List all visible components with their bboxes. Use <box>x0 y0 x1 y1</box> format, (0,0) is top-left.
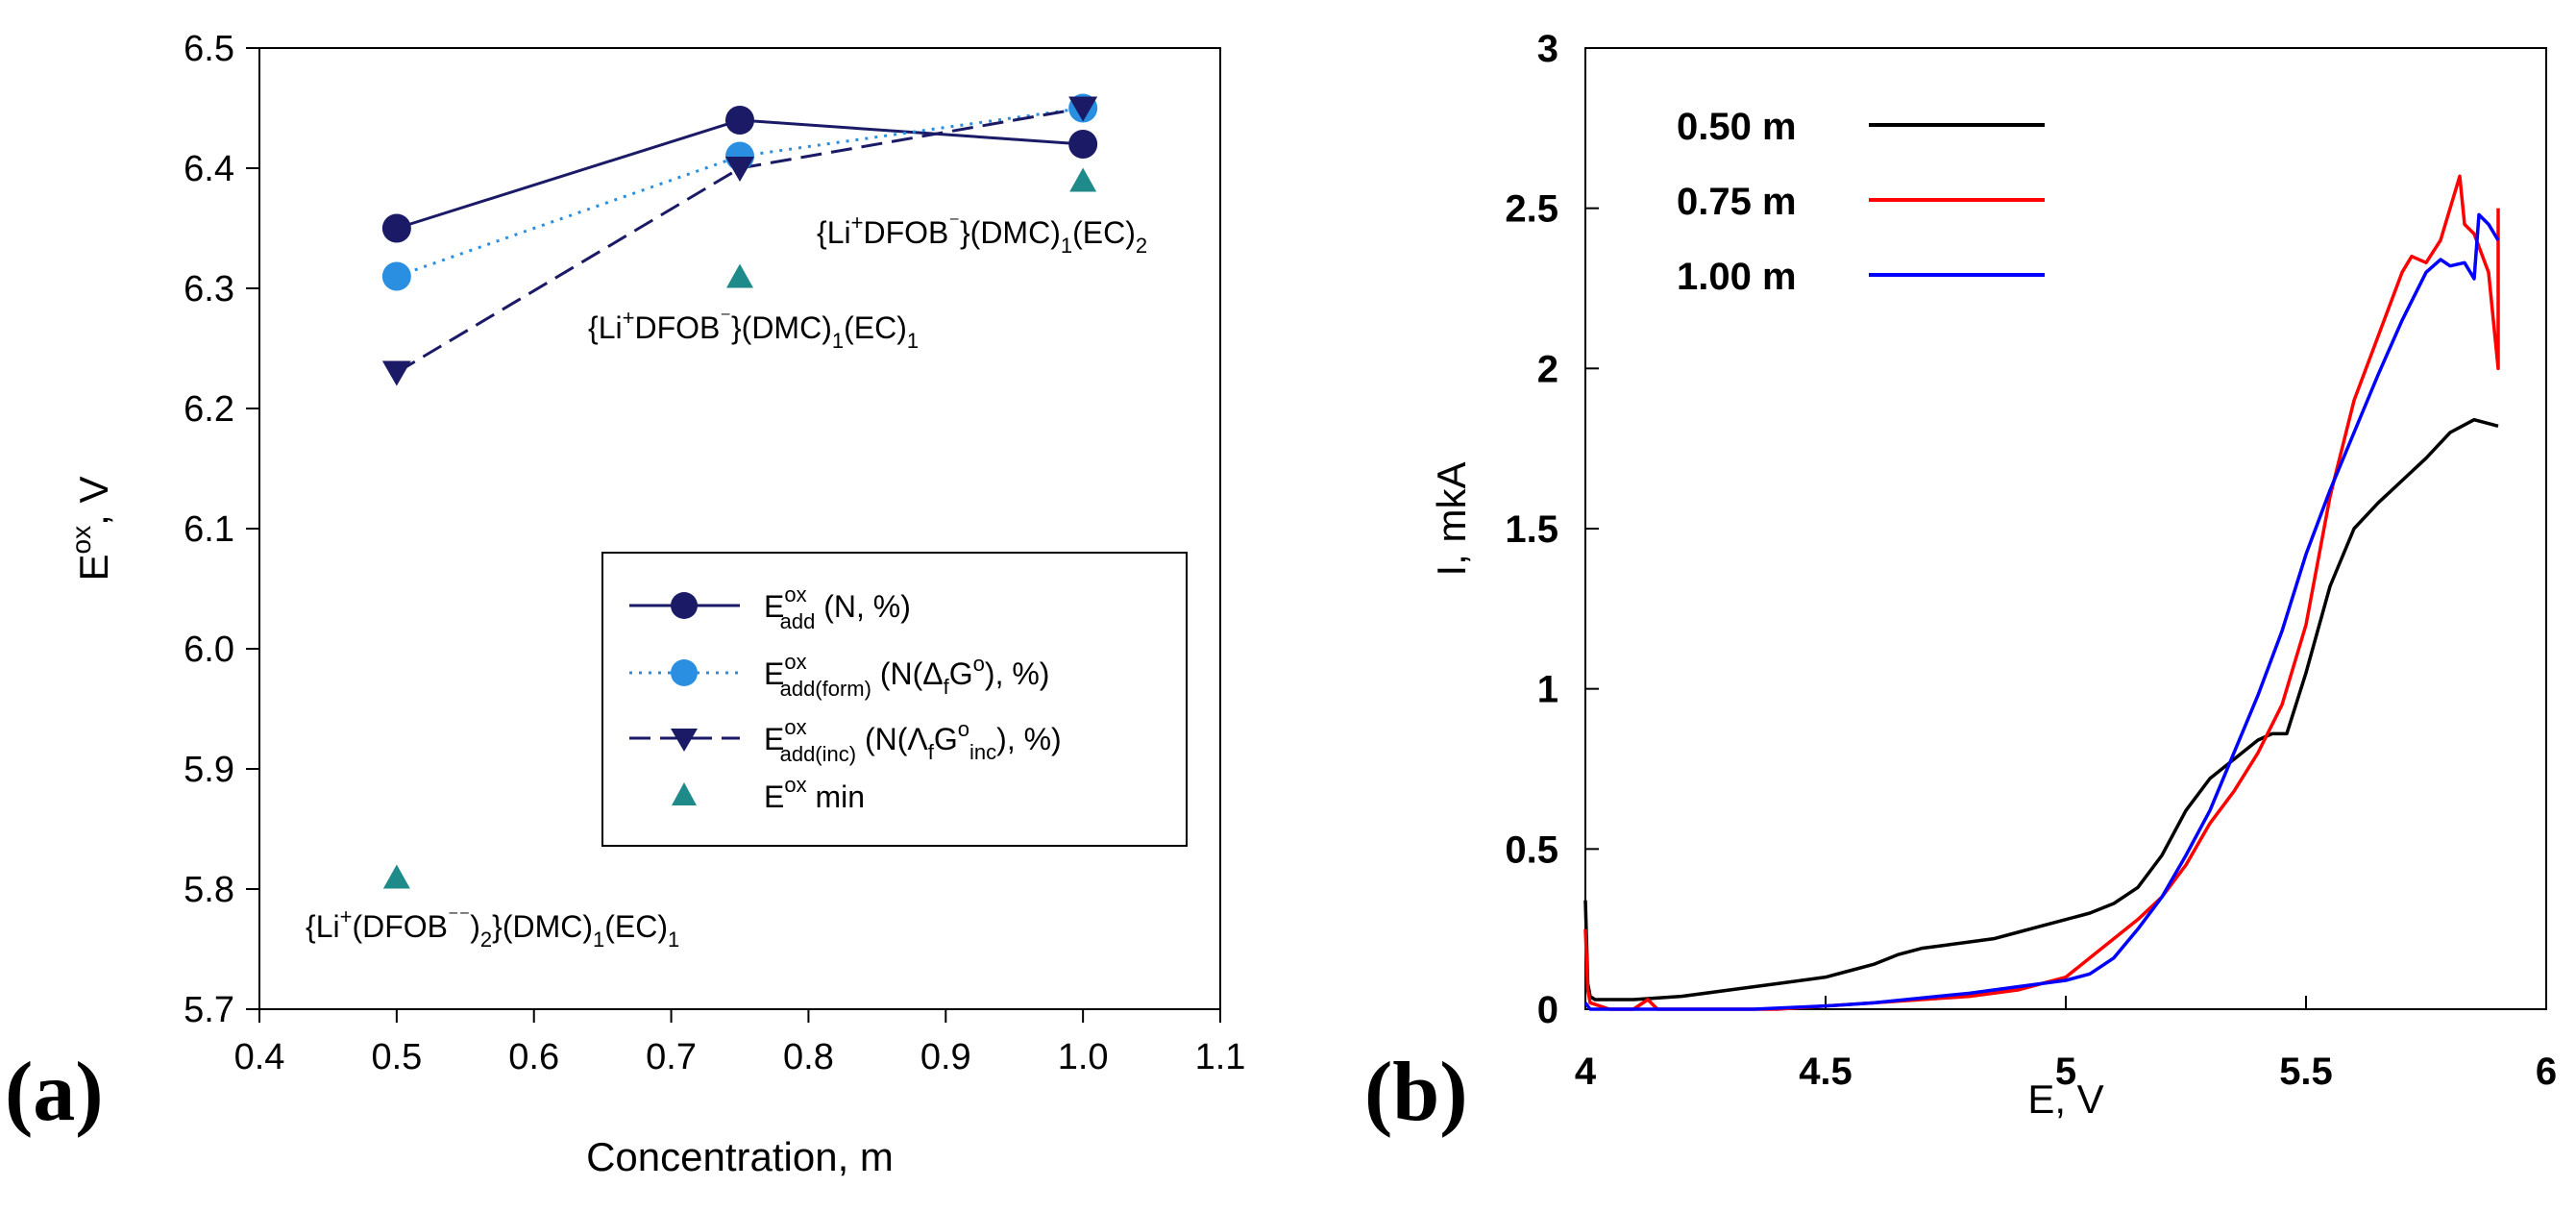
panel-a-series-line-3 <box>396 107 1084 374</box>
panel-a-y-tick-label: 6.2 <box>184 389 234 430</box>
panel-a-y-tick-label: 6.1 <box>184 509 234 550</box>
panel-a-annotation-1: {Li+(DFOB⁻⁻)2}(DMC)1(EC)1 <box>306 904 679 952</box>
panel-a-x-tick-label: 0.6 <box>508 1037 559 1077</box>
panel-b-series <box>1583 174 2500 1011</box>
panel-a-annotation-2: {Li+DFOB⁻}(DMC)1(EC)1 <box>588 306 919 353</box>
panel-a-y-tick-label: 6.3 <box>184 269 234 309</box>
panel-a-point-s4 <box>382 864 410 889</box>
legend-b-label-3: 1.00 m <box>1677 256 1797 298</box>
panel-b-x-tick-label: 5.5 <box>2279 1051 2333 1093</box>
panel-a-label: (a) <box>5 1046 104 1139</box>
panel-a-x-tick-label: 1.1 <box>1195 1037 1246 1077</box>
panel-b: 0 0.5 1 1.5 2 2.5 3 4 4.5 5 5.5 6 I, mkA E, V 0.50… <box>1364 28 2557 1139</box>
panel-a-point-s4 <box>726 263 753 288</box>
panel-a-x-tick-label: 0.8 <box>783 1037 834 1077</box>
panel-a-x-ticks: 0.4 0.5 0.6 0.7 0.8 0.9 1.0 1.1 <box>234 1009 1246 1077</box>
panel-b-series-line-1 <box>1583 417 2499 1002</box>
legend-a-marker-3 <box>671 729 698 752</box>
legend-b-label-2: 0.75 m <box>1677 181 1797 223</box>
panel-a-y-tick-label: 6.5 <box>184 29 234 69</box>
panel-b-x-tick-label: 6 <box>2536 1051 2557 1093</box>
legend-a-marker-1 <box>671 592 698 619</box>
panel-b-y-tick-label: 2 <box>1537 348 1558 390</box>
panel-b-y-tick-label: 1.5 <box>1505 508 1558 551</box>
panel-a-y-tick-label: 6.0 <box>184 630 234 670</box>
panel-a-y-tick-label: 5.7 <box>184 990 234 1030</box>
panel-a-x-tick-label: 0.9 <box>920 1037 971 1077</box>
panel-a-point-s3 <box>725 157 754 182</box>
panel-a-y-axis-label: Eox, V <box>66 477 116 581</box>
panel-b-label: (b) <box>1364 1046 1468 1139</box>
panel-a-annotation-3: {Li+DFOB⁻}(DMC)1(EC)2 <box>817 210 1147 258</box>
panel-b-y-axis-label: I, mkA <box>1429 461 1474 576</box>
panel-a-point-s4 <box>1069 167 1097 192</box>
legend-b-label-1: 0.50 m <box>1677 106 1797 148</box>
panel-b-x-tick-label: 5 <box>2055 1051 2076 1093</box>
panel-a-point-s3 <box>1068 96 1098 122</box>
panel-a-point-s1 <box>1068 130 1098 159</box>
legend-a-marker-4 <box>672 782 697 805</box>
panel-b-series-line-3 <box>1583 212 2500 1011</box>
panel-b-legend: 0.50 m 0.75 m 1.00 m <box>1677 106 2045 298</box>
panel-a: 5.7 5.8 5.9 6.0 6.1 6.2 6.3 6.4 6.5 0.4 0.5 0.6 0.7… <box>5 29 1245 1179</box>
panel-b-x-tick-label: 4 <box>1575 1051 1597 1093</box>
panel-b-y-tick-label: 1 <box>1537 669 1558 711</box>
panel-b-x-ticks: 4 4.5 5 5.5 6 <box>1575 996 2557 1093</box>
panel-a-point-s2 <box>381 261 411 291</box>
legend-a-label-3: Eox add(inc) (N(ΛfGoinc), %) <box>764 715 1062 766</box>
legend-a-label-4: Eox min <box>764 773 865 814</box>
legend-a-label-1: Eox add (N, %) <box>764 582 911 633</box>
panel-a-y-ticks: 5.7 5.8 5.9 6.0 6.1 6.2 6.3 6.4 6.5 <box>184 29 259 1030</box>
legend-a-label-2: Eox add(form) (N(ΔfGo), %) <box>764 650 1049 701</box>
panel-a-point-s1 <box>381 213 411 243</box>
panel-a-x-tick-label: 0.7 <box>646 1037 697 1077</box>
panel-a-x-tick-label: 0.4 <box>234 1037 285 1077</box>
panel-b-y-ticks: 0 0.5 1 1.5 2 2.5 3 <box>1505 28 1599 1031</box>
panel-b-y-tick-label: 3 <box>1537 28 1558 70</box>
panel-b-y-tick-label: 0.5 <box>1505 829 1558 871</box>
panel-a-legend-frame <box>601 552 1188 847</box>
panel-a-x-tick-label: 1.0 <box>1058 1037 1109 1077</box>
panel-b-y-tick-label: 2.5 <box>1505 188 1558 231</box>
panel-b-x-axis-label: E, V <box>2027 1076 2103 1122</box>
panel-a-legend: Eox add (N, %) Eox add(form) (N(ΔfGo), %) … <box>601 552 1188 847</box>
panel-a-series <box>381 93 1098 889</box>
panel-b-series-line-2 <box>1583 174 2500 1011</box>
panel-b-x-tick-label: 4.5 <box>1799 1051 1852 1093</box>
panel-a-x-tick-label: 0.5 <box>371 1037 422 1077</box>
panel-a-point-s1 <box>725 106 754 135</box>
panel-a-y-tick-label: 5.8 <box>184 870 234 910</box>
panel-b-y-tick-label: 0 <box>1537 989 1558 1031</box>
panel-a-point-s3 <box>381 360 411 386</box>
panel-a-y-tick-label: 5.9 <box>184 750 234 790</box>
panel-a-y-tick-label: 6.4 <box>184 149 234 189</box>
legend-a-marker-2 <box>671 659 698 686</box>
panel-a-x-axis-label: Concentration, m <box>586 1134 894 1179</box>
panel-a-plot-frame <box>258 47 1221 1010</box>
